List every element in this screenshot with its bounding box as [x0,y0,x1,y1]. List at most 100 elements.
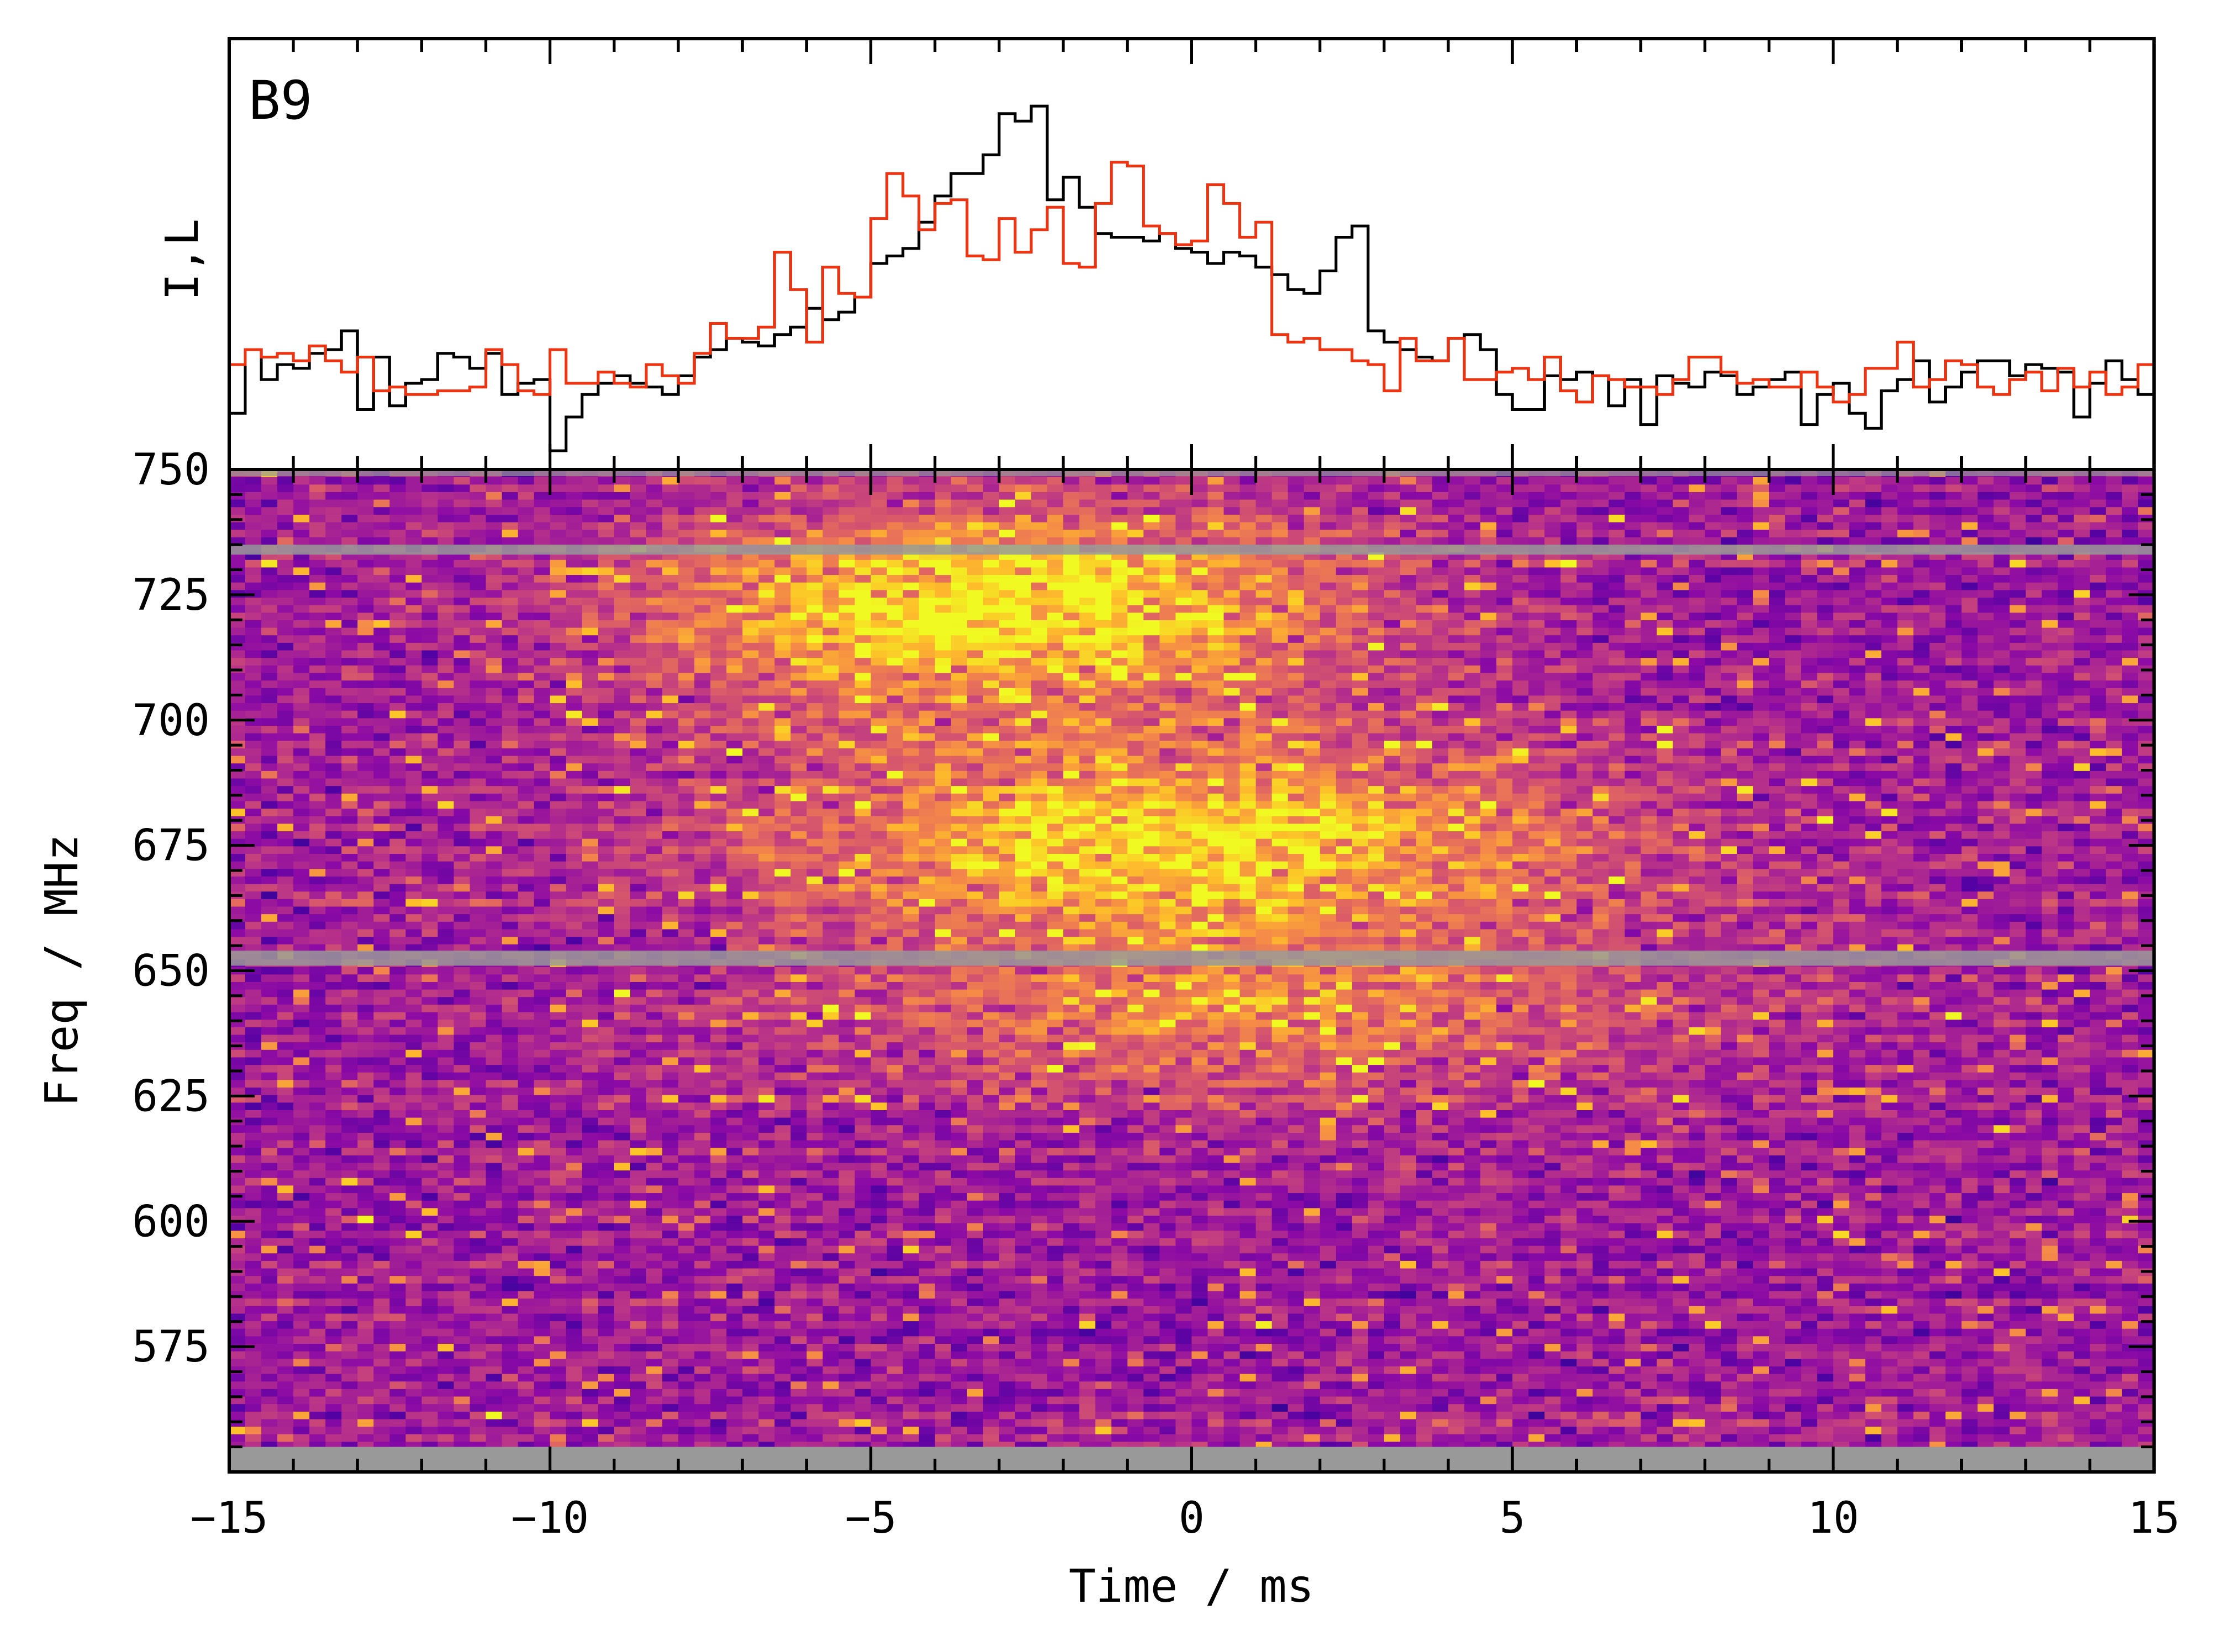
heatmap-cell [903,756,920,764]
heatmap-cell [1432,635,1449,643]
heatmap-cell [1801,771,1818,779]
heatmap-cell [1962,771,1978,779]
heatmap-cell [871,718,888,726]
heatmap-cell [678,726,695,733]
heatmap-cell [1496,695,1513,703]
heatmap-cell [2090,680,2107,688]
heatmap-cell [807,741,824,748]
heatmap-cell [1544,771,1561,779]
heatmap-cell [919,673,936,680]
heatmap-cell [2026,688,2042,696]
heatmap-cell [710,575,727,583]
heatmap-cell [774,530,791,537]
heatmap-cell [1657,703,1674,711]
heatmap-cell [678,537,695,545]
heatmap-cell [646,695,663,703]
heatmap-cell [855,628,872,636]
heatmap-cell [486,620,503,628]
heatmap-cell [1625,771,1641,779]
heatmap-cell [1159,643,1176,651]
heatmap-cell [1689,733,1706,741]
heatmap-cell [1897,477,1914,485]
heatmap-cell [871,507,888,515]
heatmap-cell [1625,613,1641,620]
heatmap-cell [1609,515,1625,522]
heatmap-cell [2122,733,2139,741]
heatmap-cell [277,651,294,658]
heatmap-cell [1512,477,1529,485]
heatmap-cell [1577,763,1593,771]
heatmap-cell [1721,733,1738,741]
heatmap-cell [422,718,439,726]
heatmap-cell [1480,515,1497,522]
heatmap-cell [1208,537,1224,545]
heatmap-cell [790,613,807,620]
heatmap-cell [1143,515,1160,522]
heatmap-cell [935,575,952,583]
heatmap-cell [1240,492,1257,500]
heatmap-cell [1448,680,1465,688]
heatmap-cell [807,695,824,703]
heatmap-cell [1384,771,1401,779]
heatmap-cell [903,590,920,598]
heatmap-cell [1544,477,1561,485]
heatmap-cell [1528,666,1545,673]
heatmap-cell [903,598,920,605]
heatmap-cell [1352,748,1369,756]
heatmap-cell [389,688,406,696]
heatmap-cell [823,492,840,500]
heatmap-cell [1560,763,1577,771]
heatmap-cell [1865,635,1882,643]
heatmap-cell [422,530,439,537]
heatmap-cell [1833,651,1850,658]
heatmap-cell [1544,567,1561,575]
heatmap-cell [710,658,727,666]
heatmap-cell [2122,507,2139,515]
heatmap-cell [245,484,262,492]
heatmap-cell [309,590,326,598]
heatmap-cell [2058,718,2075,726]
heatmap-cell [518,567,535,575]
heatmap-cell [726,598,743,605]
heatmap-cell [1994,748,2010,756]
heatmap-cell [1929,703,1946,711]
heatmap-cell [1978,741,1994,748]
heatmap-cell [1256,643,1273,651]
heatmap-cell [2106,651,2123,658]
heatmap-cell [1721,726,1738,733]
heatmap-cell [1929,620,1946,628]
heatmap-cell [293,500,310,508]
heatmap-cell [1865,507,1882,515]
heatmap-cell [598,703,615,711]
heatmap-cell [566,477,583,485]
heatmap-cell [1705,575,1722,583]
heatmap-cell [823,613,840,620]
heatmap-cell [1657,507,1674,515]
heatmap-cell [1962,522,1978,530]
heatmap-cell [1865,680,1882,688]
heatmap-cell [373,756,390,764]
heatmap-cell [1095,718,1112,726]
heatmap-cell [1400,560,1417,568]
heatmap-cell [951,583,968,590]
heatmap-cell [1336,711,1353,719]
heatmap-cell [1817,643,1834,651]
heatmap-cell [1368,726,1385,733]
heatmap-cell [1657,666,1674,673]
heatmap-cell [839,658,856,666]
heatmap-cell [1577,500,1593,508]
heatmap-cell [309,507,326,515]
heatmap-cell [245,567,262,575]
heatmap-cell [1865,771,1882,779]
heatmap-cell [1304,590,1321,598]
heatmap-cell [1320,515,1337,522]
heatmap-cell [726,537,743,545]
heatmap-cell [614,620,631,628]
heatmap-cell [1978,673,1994,680]
heatmap-cell [566,733,583,741]
heatmap-cell [1304,628,1321,636]
heatmap-cell [2010,673,2026,680]
heatmap-cell [1785,477,1802,485]
heatmap-cell [630,695,647,703]
heatmap-cell [1689,560,1706,568]
